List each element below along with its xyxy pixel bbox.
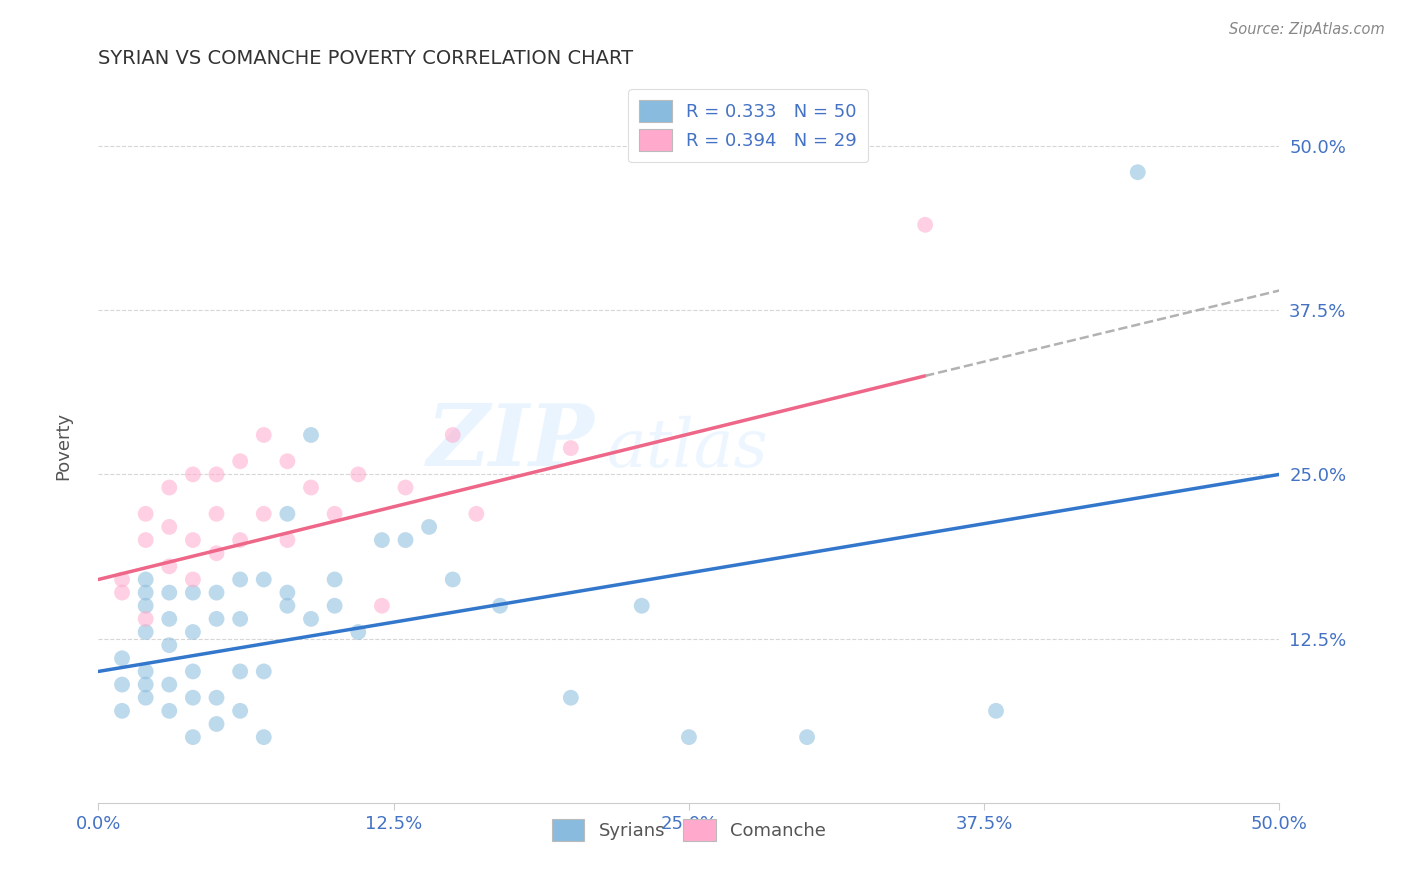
Point	[299, 612, 322, 626]
Point	[135, 585, 157, 599]
Point	[135, 599, 157, 613]
Point	[205, 585, 228, 599]
Point	[135, 573, 157, 587]
Point	[347, 467, 370, 482]
Point	[181, 665, 204, 679]
Point	[253, 730, 276, 744]
Point	[111, 704, 134, 718]
Point	[253, 428, 276, 442]
Point	[796, 730, 818, 744]
Point	[205, 546, 228, 560]
Point	[229, 533, 252, 547]
Point	[299, 481, 322, 495]
Point	[205, 690, 228, 705]
Point	[111, 573, 134, 587]
Point	[1126, 165, 1149, 179]
Text: ZIP: ZIP	[426, 400, 595, 483]
Point	[205, 467, 228, 482]
Point	[984, 704, 1007, 718]
Point	[276, 585, 298, 599]
Point	[181, 690, 204, 705]
Point	[347, 625, 370, 640]
Point	[111, 651, 134, 665]
Legend: Syrians, Comanche: Syrians, Comanche	[541, 808, 837, 852]
Point	[678, 730, 700, 744]
Point	[181, 625, 204, 640]
Text: Poverty: Poverty	[55, 412, 72, 480]
Point	[560, 690, 582, 705]
Point	[181, 467, 204, 482]
Point	[441, 428, 464, 442]
Point	[157, 481, 180, 495]
Point	[323, 507, 346, 521]
Point	[229, 665, 252, 679]
Point	[229, 612, 252, 626]
Point	[323, 599, 346, 613]
Point	[560, 441, 582, 455]
Point	[181, 573, 204, 587]
Point	[157, 520, 180, 534]
Point	[371, 599, 394, 613]
Point	[229, 573, 252, 587]
Point	[157, 559, 180, 574]
Point	[135, 612, 157, 626]
Text: atlas: atlas	[606, 417, 768, 482]
Point	[111, 585, 134, 599]
Point	[276, 454, 298, 468]
Point	[394, 481, 416, 495]
Point	[135, 677, 157, 691]
Point	[157, 704, 180, 718]
Point	[253, 507, 276, 521]
Point	[276, 507, 298, 521]
Point	[181, 533, 204, 547]
Point	[253, 665, 276, 679]
Point	[914, 218, 936, 232]
Point	[135, 533, 157, 547]
Point	[135, 690, 157, 705]
Point	[229, 454, 252, 468]
Point	[135, 625, 157, 640]
Point	[157, 585, 180, 599]
Text: SYRIAN VS COMANCHE POVERTY CORRELATION CHART: SYRIAN VS COMANCHE POVERTY CORRELATION C…	[98, 48, 634, 68]
Point	[181, 585, 204, 599]
Point	[465, 507, 488, 521]
Point	[135, 665, 157, 679]
Point	[371, 533, 394, 547]
Point	[276, 599, 298, 613]
Point	[111, 677, 134, 691]
Point	[276, 533, 298, 547]
Point	[323, 573, 346, 587]
Point	[630, 599, 652, 613]
Text: Source: ZipAtlas.com: Source: ZipAtlas.com	[1229, 22, 1385, 37]
Point	[205, 717, 228, 731]
Point	[157, 612, 180, 626]
Point	[441, 573, 464, 587]
Point	[394, 533, 416, 547]
Point	[205, 612, 228, 626]
Point	[157, 677, 180, 691]
Point	[205, 507, 228, 521]
Point	[418, 520, 440, 534]
Point	[181, 730, 204, 744]
Point	[489, 599, 512, 613]
Point	[229, 704, 252, 718]
Point	[253, 573, 276, 587]
Point	[135, 507, 157, 521]
Point	[157, 638, 180, 652]
Point	[299, 428, 322, 442]
